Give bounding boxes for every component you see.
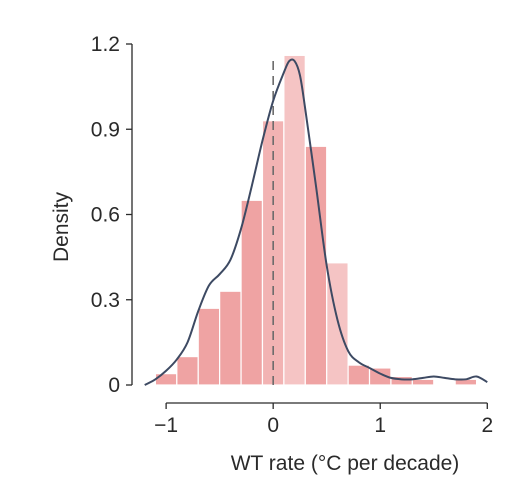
histogram-bar [154,373,178,386]
histogram-bar [197,307,221,386]
density-curve-group [144,58,488,386]
density-curve [144,58,488,386]
x-axis-title: WT rate (°C per decade) [231,452,460,475]
x-tick-label: 0 [267,414,279,437]
histogram-bar [347,364,371,386]
y-axis-title: Density [50,191,73,262]
y-tick-label: 0.9 [91,118,120,141]
histogram-bar [240,199,264,386]
y-tick-label: 1.2 [91,33,120,56]
histogram-bar [411,378,435,386]
y-tick-label: 0.6 [91,204,120,227]
x-tick-label: 1 [374,414,386,437]
histogram-bars [154,54,478,386]
axes: 0 0.3 0.6 0.9 1.2 −1 0 1 2 [91,33,493,437]
x-tick-label: 2 [481,414,493,437]
histogram-bar [261,120,285,386]
histogram-bar [283,54,306,386]
y-tick-label: 0.3 [91,289,120,312]
y-tick-label: 0 [108,374,120,397]
histogram-bar [176,355,199,386]
histogram-bar [219,290,242,386]
x-tick-label: −1 [154,414,178,437]
